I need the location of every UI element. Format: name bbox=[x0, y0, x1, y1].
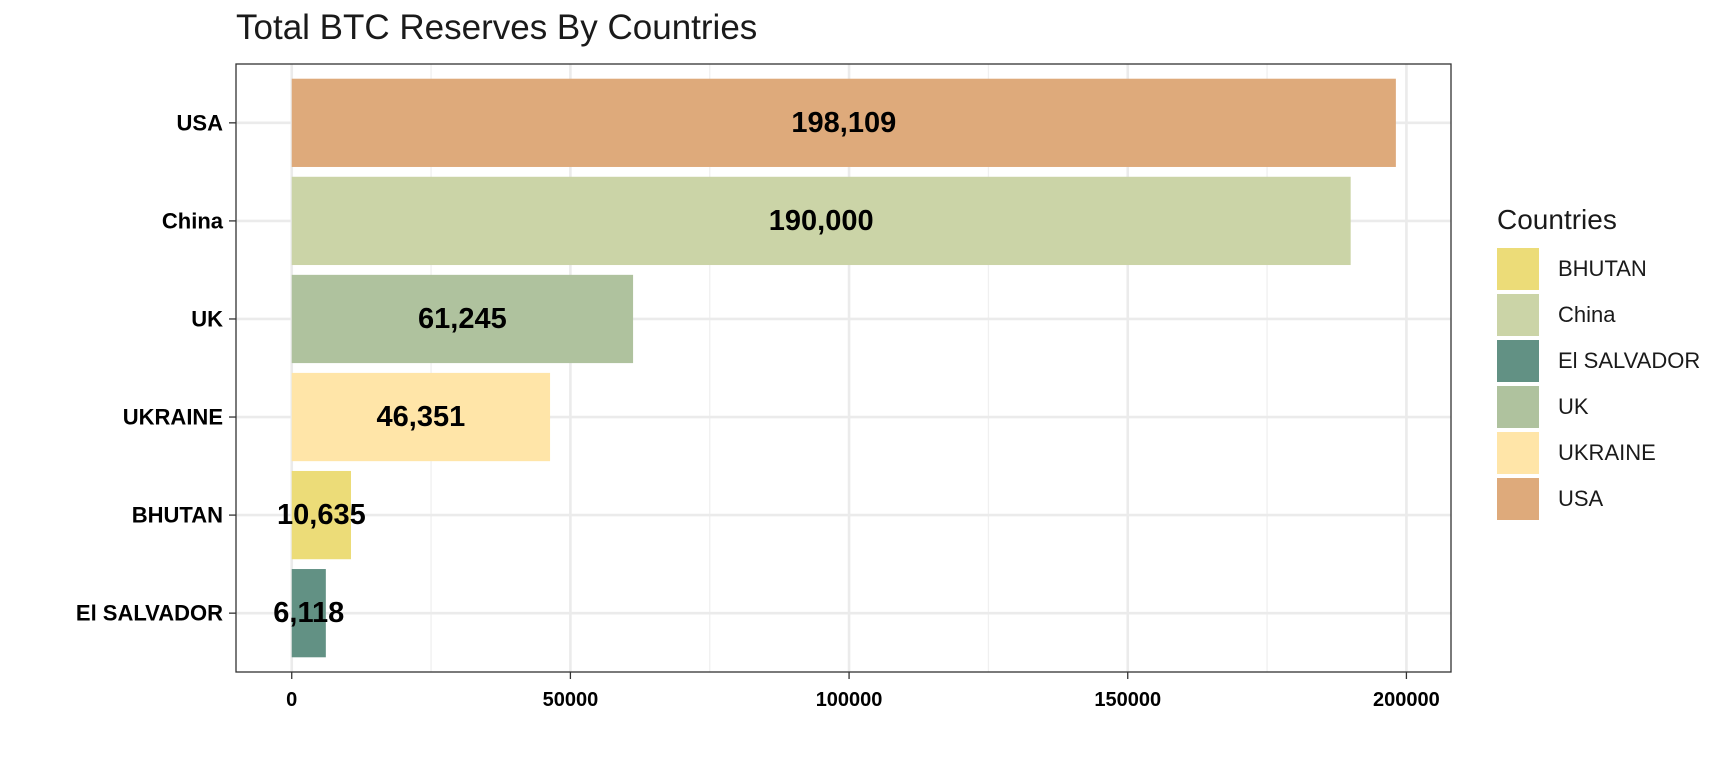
bars bbox=[291, 78, 1396, 658]
legend-title: Countries bbox=[1497, 204, 1617, 235]
y-tick-label: El SALVADOR bbox=[76, 601, 223, 626]
x-tick-label: 150000 bbox=[1094, 689, 1161, 711]
y-tick-label: China bbox=[162, 208, 224, 233]
bar-uk bbox=[291, 274, 634, 364]
bar-bhutan bbox=[291, 470, 352, 560]
legend-item: UK bbox=[1497, 384, 1700, 430]
plot-panel-border bbox=[235, 63, 1452, 673]
legend-item: UKRAINE bbox=[1497, 430, 1700, 476]
bar-el-salvador bbox=[291, 569, 326, 658]
data-label: 6,118 bbox=[273, 597, 344, 629]
legend-label: BHUTAN bbox=[1558, 256, 1647, 281]
legend-swatch bbox=[1497, 340, 1539, 382]
bar-ukraine bbox=[291, 372, 551, 462]
legend-label: USA bbox=[1558, 486, 1604, 511]
data-label: 190,000 bbox=[769, 205, 874, 237]
chart-title: Total BTC Reserves By Countries bbox=[236, 8, 758, 47]
legend-swatch bbox=[1497, 248, 1539, 290]
data-label: 10,635 bbox=[277, 499, 366, 531]
legend-item: El SALVADOR bbox=[1497, 338, 1700, 384]
data-label: 46,351 bbox=[377, 401, 466, 433]
x-tick-label: 200000 bbox=[1373, 689, 1440, 711]
y-tick-label: UKRAINE bbox=[123, 405, 223, 430]
y-tick-label: USA bbox=[177, 110, 224, 135]
legend-label: El SALVADOR bbox=[1558, 348, 1701, 373]
data-label: 198,109 bbox=[791, 107, 896, 139]
legend-item: USA bbox=[1497, 476, 1700, 522]
legend-swatch bbox=[1497, 294, 1539, 336]
x-tick-label: 0 bbox=[286, 689, 297, 711]
bar-china bbox=[291, 176, 1351, 266]
legend-label: UKRAINE bbox=[1558, 440, 1656, 465]
legend: Countries BHUTAN China El SALVADOR UK UKRAIN… bbox=[1497, 204, 1700, 522]
legend-item: China bbox=[1497, 292, 1700, 338]
bar-usa bbox=[291, 78, 1396, 167]
legend-swatch bbox=[1497, 478, 1539, 520]
legend-swatch bbox=[1497, 386, 1539, 428]
y-tick-label: BHUTAN bbox=[132, 503, 223, 528]
x-tick-label: 50000 bbox=[543, 689, 599, 711]
x-tick-label: 100000 bbox=[816, 689, 883, 711]
legend-label: China bbox=[1558, 302, 1616, 327]
y-tick-label: UK bbox=[191, 306, 223, 331]
legend-label: UK bbox=[1558, 394, 1589, 419]
axes: USA China UK UKRAINE BHUTAN El SALVADOR 0 50000… bbox=[76, 110, 1440, 711]
legend-swatch bbox=[1497, 432, 1539, 474]
legend-item: BHUTAN bbox=[1497, 246, 1700, 292]
data-labels: 198,109 190,000 61,245 46,351 10,635 6,118 bbox=[273, 107, 896, 629]
legend-items: BHUTAN China El SALVADOR UK UKRAINE USA bbox=[1497, 246, 1700, 522]
data-label: 61,245 bbox=[418, 303, 507, 335]
